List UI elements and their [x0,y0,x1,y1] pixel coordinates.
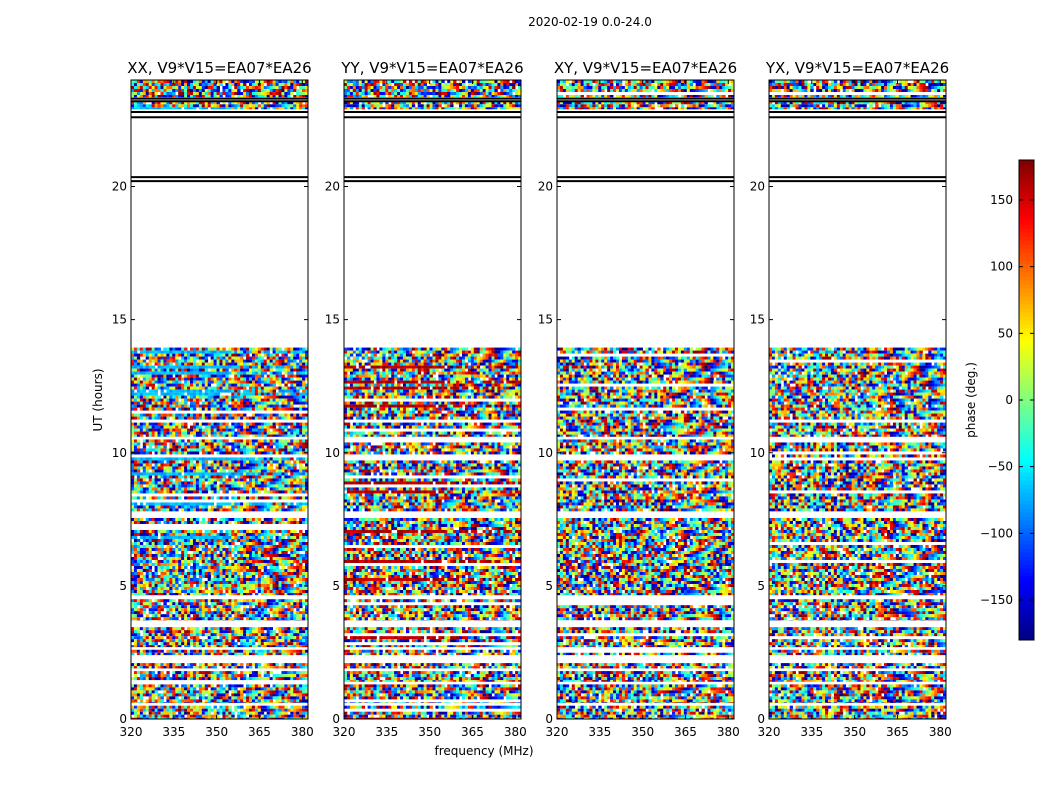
heatmap-cells [769,80,946,719]
colorbar-label: phase (deg.) [964,362,978,438]
x-tick-label: 335 [588,725,611,739]
heatmap-cells [557,80,734,719]
y-tick-label: 20 [112,180,127,194]
y-tick-label: 5 [545,579,553,593]
y-tick-label: 0 [119,712,127,726]
y-tick-label: 10 [750,446,765,460]
panel-yx: YX, V9*V15=EA07*EA26 320 335 350 365 380 0 5 10 1… [750,59,952,739]
y-tick-label: 15 [750,313,765,327]
x-tick-label: 380 [291,725,314,739]
x-tick-label: 320 [120,725,143,739]
panel-xy: XY, V9*V15=EA07*EA26 320 335 350 365 380 0 5 10 1… [538,59,740,739]
panel-title-xx: XX, V9*V15=EA07*EA26 [127,59,311,77]
y-tick-label: 10 [112,446,127,460]
panel-title-yx: YX, V9*V15=EA07*EA26 [765,59,949,77]
y-tick-label: 0 [545,712,553,726]
panel-xx: XX, V9*V15=EA07*EA26 320 335 350 365 380 0 5 10 1… [112,59,314,739]
panel-title-xy: XY, V9*V15=EA07*EA26 [554,59,737,77]
y-tick-label: 5 [332,579,340,593]
y-tick-label: 20 [538,180,553,194]
y-tick-label: 0 [332,712,340,726]
y-tick-label: 10 [325,446,340,460]
colorbar-tick-label: 0 [1005,393,1013,407]
x-tick-label: 350 [205,725,228,739]
panels: XX, V9*V15=EA07*EA26 320 335 350 365 380 0 5 10 1… [112,59,952,739]
colorbar: −150 −100 −50 0 50 100 150 [980,159,1035,641]
colorbar-tick-label: −150 [980,593,1013,607]
x-tick-label: 380 [929,725,952,739]
colorbar-tick-label: 150 [990,193,1013,207]
x-tick-label: 350 [631,725,654,739]
x-tick-label: 335 [162,725,185,739]
panel-frame [556,79,735,720]
x-tick-label: 335 [375,725,398,739]
y-tick-label: 0 [757,712,765,726]
x-tick-label: 365 [674,725,697,739]
y-tick-label: 15 [538,313,553,327]
figure-suptitle: 2020-02-19 0.0-24.0 [528,15,652,29]
colorbar-tick-label: −100 [980,526,1013,540]
y-tick-label: 15 [112,313,127,327]
x-tick-label: 350 [843,725,866,739]
x-axis-label: frequency (MHz) [434,744,533,758]
x-tick-label: 365 [886,725,909,739]
y-tick-label: 5 [119,579,127,593]
x-tick-label: 320 [758,725,781,739]
colorbar-tick-label: 50 [998,326,1013,340]
y-axis-label: UT (hours) [91,368,105,431]
y-tick-label: 15 [325,313,340,327]
panel-frame [768,79,947,720]
heatmap-cells [344,80,521,719]
x-tick-label: 335 [800,725,823,739]
y-tick-label: 10 [538,446,553,460]
y-tick-label: 20 [750,180,765,194]
heatmap-cells [131,80,308,719]
x-tick-label: 320 [333,725,356,739]
y-tick-label: 5 [757,579,765,593]
x-tick-label: 380 [717,725,740,739]
panel-title-yy: YY, V9*V15=EA07*EA26 [340,59,523,77]
x-tick-label: 320 [546,725,569,739]
x-tick-label: 365 [248,725,271,739]
y-tick-label: 20 [325,180,340,194]
panel-frame [343,79,522,720]
panel-frame [130,79,309,720]
x-tick-label: 350 [418,725,441,739]
x-tick-label: 365 [461,725,484,739]
colorbar-tick-label: −50 [988,460,1013,474]
panel-yy: YY, V9*V15=EA07*EA26 320 335 350 365 380 0 5 10 1… [325,59,527,739]
colorbar-tick-label: 100 [990,260,1013,274]
x-tick-label: 380 [504,725,527,739]
